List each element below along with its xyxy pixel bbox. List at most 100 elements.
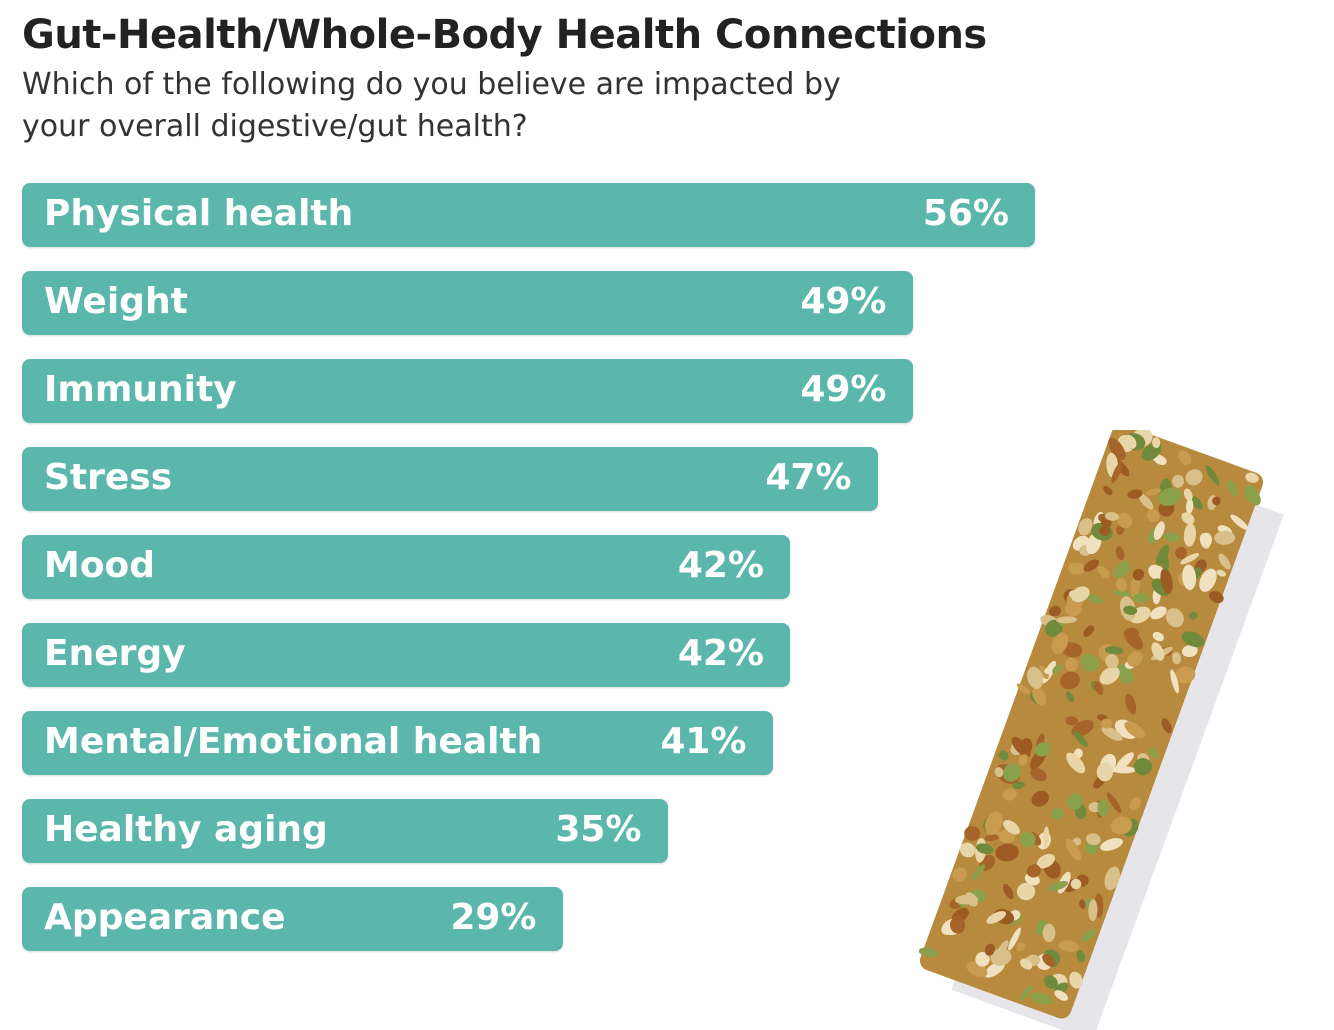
granola-chunk [1138,493,1154,510]
bar-value-label: 42% [677,545,764,586]
granola-chunk [1124,630,1144,650]
granola-chunk [1042,953,1056,967]
granola-chunk [975,951,990,967]
granola-chunk [1101,726,1123,741]
granola-chunk [1064,657,1079,672]
granola-chunk [1104,866,1120,891]
granola-chunk [994,767,1004,778]
granola-chunk [1152,437,1161,449]
granola-chunk [1183,523,1196,547]
granola-chunk [1183,488,1193,501]
granola-chunk [1148,747,1159,758]
granola-chunk [1100,718,1113,729]
granola-chunk [1026,864,1041,878]
granola-chunk [918,947,938,957]
granola-chunk [1189,611,1198,620]
granola-chunk [1181,644,1198,658]
granola-chunk [1180,553,1200,565]
bar-label: Mood [44,545,156,586]
granola-chunk [996,940,1009,958]
granola-chunk [1113,561,1131,579]
granola-chunk [1048,605,1062,617]
granola-chunk [952,867,967,882]
granola-chunk [1052,664,1063,674]
granola-chunk [971,864,986,881]
granola-chunk [1083,559,1100,572]
granola-chunk [1056,616,1077,624]
granola-chunk [1108,437,1126,461]
granola-chunk [1027,666,1044,689]
granola-chunk [1157,487,1182,506]
granola-chunk [1097,798,1109,817]
granola-chunk [986,911,1007,924]
granola-chunk [1117,512,1133,529]
granola-chunk [1161,718,1172,734]
bar-label: Immunity [44,369,237,410]
granola-chunk [1132,568,1145,581]
granola-chunk [1153,521,1165,540]
granola-chunk [1132,593,1150,603]
bar-stress: Stress 47% [22,447,878,511]
granola-chunk [1018,754,1028,766]
granola-chunk [1104,511,1119,521]
granola-chunk [1042,923,1056,943]
bar-healthy-aging: Healthy aging 35% [22,799,668,863]
granola-chunk [975,843,994,855]
granola-chunk [1044,975,1058,989]
granola-chunk [1065,716,1078,726]
granola-chunk [1080,653,1100,672]
granola-chunk [1100,838,1123,851]
granola-chunk [1172,651,1182,665]
granola-chunk [1065,838,1082,861]
granola-chunk [1181,631,1205,648]
granola-chunk [1150,606,1167,620]
bar-value-label: 49% [800,369,887,410]
granola-chunk [998,750,1009,761]
granola-chunk [1003,820,1020,835]
bar-appearance: Appearance 29% [22,887,563,951]
granola-chunk [1078,518,1093,536]
granola-chunk [1062,642,1083,658]
granola-bar-image [918,430,1284,1030]
granola-chunk [1031,790,1049,807]
granola-chunk [1127,651,1143,667]
granola-chunk [1083,625,1095,637]
granola-chunk [1073,731,1088,747]
bar-value-label: 35% [555,809,642,850]
granola-chunk [1051,807,1064,820]
granola-chunk [1003,883,1014,900]
granola-chunk [1244,485,1261,506]
granola-chunk [1145,488,1161,496]
granola-chunk [1019,831,1036,848]
granola-chunk [1181,512,1195,525]
granola-chunk [1151,642,1165,661]
granola-chunk [1165,608,1184,628]
bar-immunity: Immunity 49% [22,359,913,423]
bar-mental-emotional-health: Mental/Emotional health 41% [22,711,773,775]
bar-label: Appearance [44,897,286,938]
granola-chunk [1097,565,1110,579]
granola-chunk [1216,569,1227,577]
granola-chunk [1105,653,1119,669]
bar-label: Healthy aging [44,809,328,850]
bar-label: Physical health [44,193,354,234]
granola-chunk [1115,752,1134,771]
bar-value-label: 29% [450,897,537,938]
granola-chunk [1030,992,1053,1005]
granola-chunk [1123,434,1137,449]
granola-chunk [1103,486,1113,496]
granola-chunk [1069,971,1083,989]
granola-chunk [1066,752,1086,774]
granola-chunk [1130,575,1140,598]
granola-chunk [1088,899,1098,922]
granola-chunk [964,826,981,841]
bar-label: Weight [44,281,188,322]
granola-chunk [959,842,976,858]
granola-chunk [1058,940,1080,952]
granola-chunk [1039,665,1049,680]
granola-chunk [1175,546,1187,560]
granola-chunk [1245,472,1259,483]
granola-chunk [1218,553,1231,570]
bar-energy: Energy 42% [22,623,790,687]
bar-value-label: 47% [765,457,852,498]
